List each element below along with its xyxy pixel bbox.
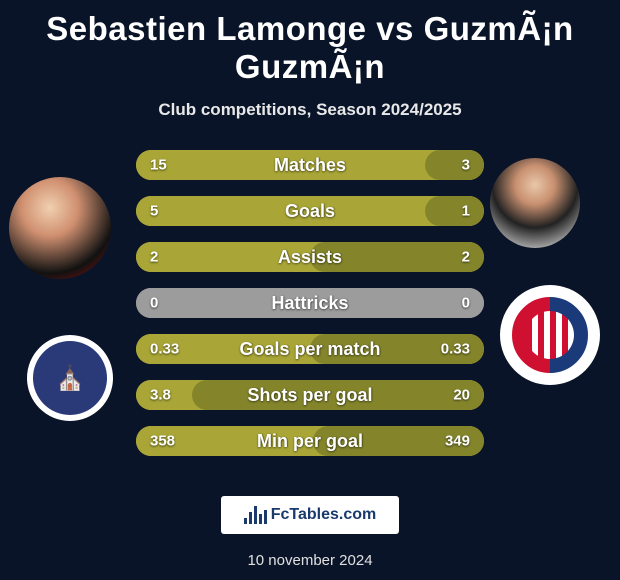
club-right-icon: [508, 293, 592, 377]
brand-badge: FcTables.com: [221, 496, 399, 534]
club-left-badge: ⛪: [27, 335, 113, 421]
stat-fill-left: [136, 196, 425, 226]
stat-row: 5 1 Goals: [136, 196, 484, 226]
stat-value-right: 20: [453, 387, 470, 404]
stat-label: Goals: [285, 201, 335, 222]
stat-row: 0.33 0.33 Goals per match: [136, 334, 484, 364]
stat-value-right: 1: [462, 203, 470, 220]
page-title: Sebastien Lamonge vs GuzmÃ¡n GuzmÃ¡n: [0, 0, 620, 86]
stat-fill-right: [425, 150, 484, 180]
club-left-icon: ⛪: [55, 364, 85, 393]
stat-row: 3.8 20 Shots per goal: [136, 380, 484, 410]
stat-value-left: 358: [150, 433, 175, 450]
stat-value-left: 0: [150, 295, 158, 312]
player-right-avatar: [490, 158, 580, 248]
stat-bars: 15 3 Matches 5 1 Goals 2 2 Assists 0 0 Hattricks 0.3…: [136, 150, 484, 472]
stat-value-left: 15: [150, 157, 167, 174]
player-left-avatar: [9, 177, 111, 279]
stat-label: Min per goal: [257, 431, 363, 452]
stat-value-right: 0.33: [441, 341, 470, 358]
brand-icon: [244, 506, 267, 524]
stat-value-right: 3: [462, 157, 470, 174]
brand-text: FcTables.com: [271, 506, 377, 524]
stat-label: Assists: [278, 247, 342, 268]
stat-value-left: 5: [150, 203, 158, 220]
stat-fill-right: [425, 196, 484, 226]
stat-label: Matches: [274, 155, 346, 176]
comparison-area: ⛪ 153Matches51Goals22Assists00Hattricks0…: [0, 150, 620, 480]
stat-value-right: 0: [462, 295, 470, 312]
stat-value-left: 3.8: [150, 387, 171, 404]
stat-label: Goals per match: [239, 339, 380, 360]
stat-value-left: 0.33: [150, 341, 179, 358]
stat-row: 358 349 Min per goal: [136, 426, 484, 456]
stat-value-left: 2: [150, 249, 158, 266]
stat-value-right: 349: [445, 433, 470, 450]
stat-value-right: 2: [462, 249, 470, 266]
stat-row: 15 3 Matches: [136, 150, 484, 180]
page-subtitle: Club competitions, Season 2024/2025: [0, 100, 620, 120]
stat-label: Shots per goal: [247, 385, 372, 406]
footer-date: 10 november 2024: [0, 552, 620, 569]
stat-row: 2 2 Assists: [136, 242, 484, 272]
stat-row: 0 0 Hattricks: [136, 288, 484, 318]
stat-label: Hattricks: [271, 293, 348, 314]
club-right-badge: [500, 285, 600, 385]
